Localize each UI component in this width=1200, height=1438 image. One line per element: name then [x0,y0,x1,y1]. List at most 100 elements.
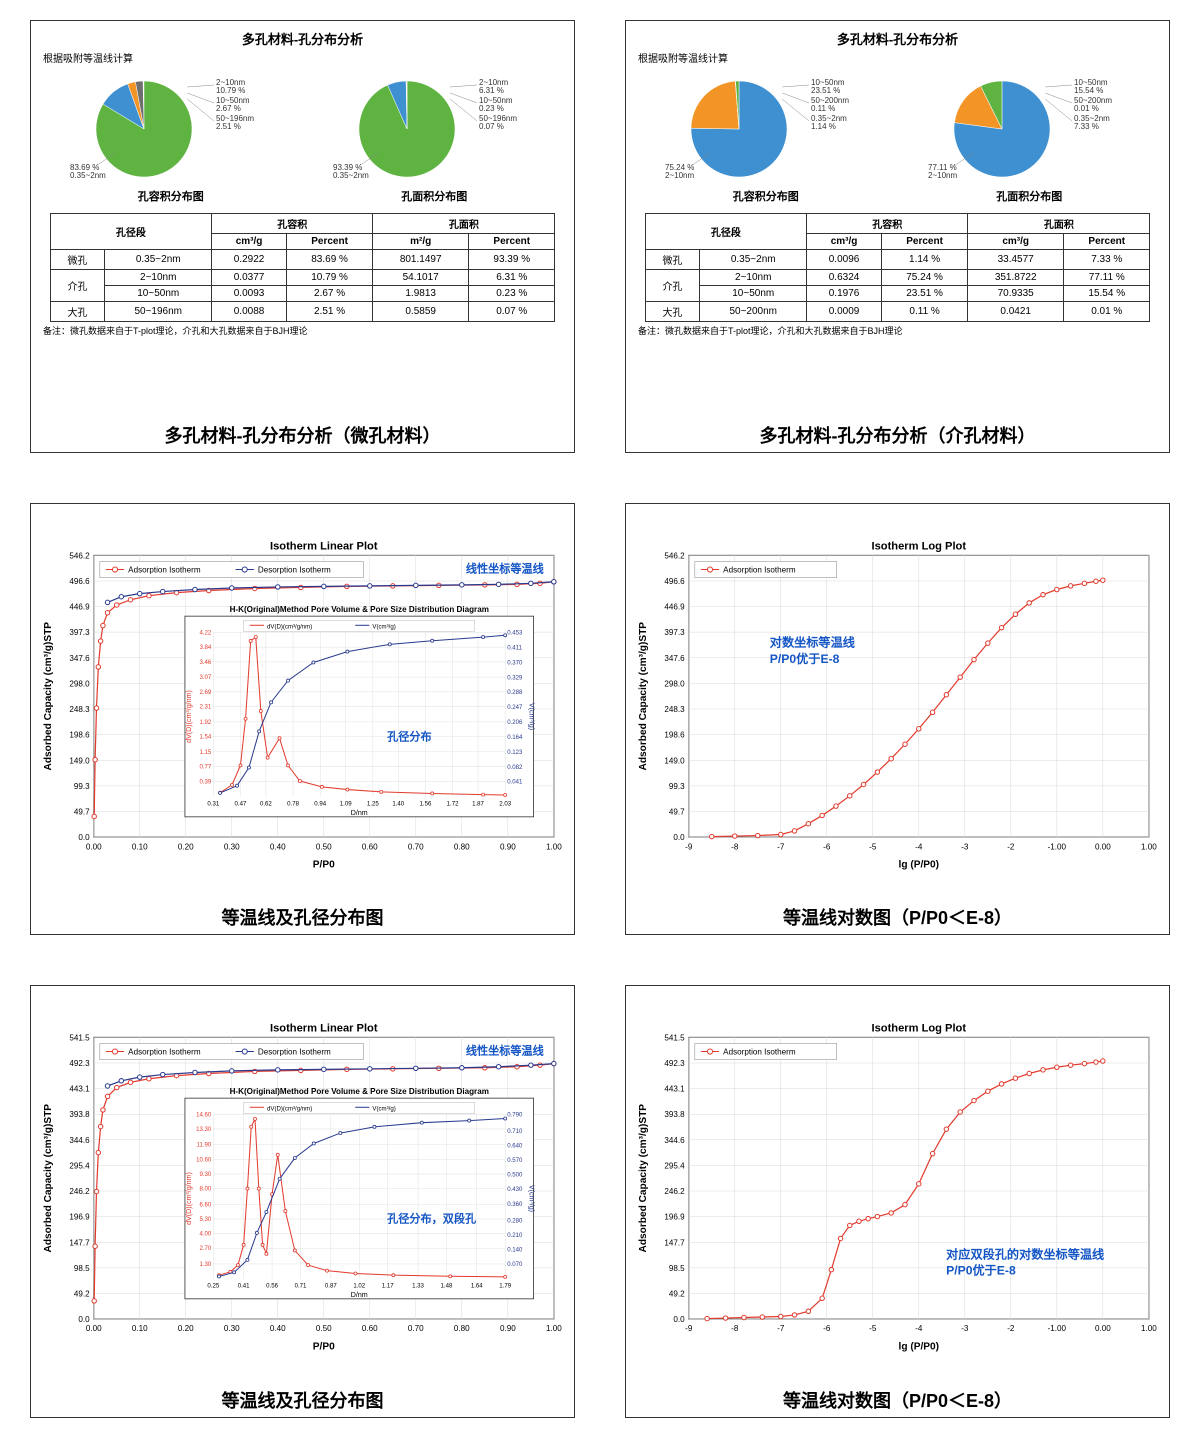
svg-text:0.62: 0.62 [260,800,272,807]
panel-pore-meso: 多孔材料-孔分布分析 根据吸附等温线计算 2~10nm75.24 %10~50n… [625,20,1170,453]
svg-text:496.6: 496.6 [69,577,90,586]
svg-text:-1.00: -1.00 [1048,1325,1067,1334]
svg-text:0.07 %: 0.07 % [479,122,504,131]
svg-text:0.10: 0.10 [132,1325,148,1334]
svg-text:347.6: 347.6 [664,653,685,662]
panel-pore-micro: 多孔材料-孔分布分析 根据吸附等温线计算 0.35~2nm83.69 %2~10… [30,20,575,453]
svg-text:0.71: 0.71 [295,1283,307,1290]
svg-text:246.2: 246.2 [69,1187,90,1196]
caption: 等温线及孔径分布图 [222,904,384,930]
svg-text:1.15: 1.15 [199,749,211,756]
caption: 多孔材料-孔分布分析（介孔材料） [760,422,1036,448]
svg-text:7.33 %: 7.33 % [1074,122,1099,131]
svg-text:0.10: 0.10 [132,842,148,851]
subtitle: 根据吸附等温线计算 [638,50,728,65]
svg-text:2.31: 2.31 [199,703,211,710]
svg-text:Isotherm Log Plot: Isotherm Log Plot [872,1023,967,1035]
svg-text:线性坐标等温线: 线性坐标等温线 [466,1044,544,1058]
svg-text:10.79 %: 10.79 % [216,86,245,95]
svg-text:0.288: 0.288 [507,689,523,696]
svg-text:0.430: 0.430 [507,1187,523,1194]
svg-text:393.8: 393.8 [664,1111,685,1120]
svg-text:0.39: 0.39 [199,778,211,785]
svg-text:393.8: 393.8 [69,1111,90,1120]
svg-text:397.3: 397.3 [69,628,90,637]
svg-text:347.6: 347.6 [69,653,90,662]
svg-text:1.54: 1.54 [199,733,211,740]
svg-text:298.0: 298.0 [664,679,685,688]
svg-text:Desorption Isotherm: Desorption Isotherm [258,565,331,574]
svg-text:1.40: 1.40 [392,800,404,807]
subtitle: 根据吸附等温线计算 [43,50,133,65]
svg-text:-4: -4 [915,1325,923,1334]
svg-text:0.123: 0.123 [507,749,523,756]
svg-text:Adsorption Isotherm: Adsorption Isotherm [723,1048,796,1057]
svg-text:496.6: 496.6 [664,577,685,586]
title: 多孔材料-孔分布分析 [242,29,363,48]
svg-text:443.1: 443.1 [69,1085,90,1094]
caption: 多孔材料-孔分布分析（微孔材料） [165,422,441,448]
svg-text:1.79: 1.79 [499,1283,511,1290]
svg-text:Isotherm Linear Plot: Isotherm Linear Plot [270,540,378,552]
svg-text:0.35~2nm: 0.35~2nm [333,171,369,180]
svg-text:lg (P/P0): lg (P/P0) [899,1342,940,1353]
svg-text:0.35~2nm: 0.35~2nm [70,171,106,180]
svg-text:dV(D)(cm³/g/nm): dV(D)(cm³/g/nm) [267,1106,312,1113]
svg-text:1.00: 1.00 [1141,842,1157,851]
svg-text:1.48: 1.48 [441,1283,453,1290]
svg-text:-3: -3 [961,1325,969,1334]
svg-text:0.041: 0.041 [507,778,523,785]
svg-text:0.23 %: 0.23 % [479,104,504,113]
svg-text:-3: -3 [961,842,969,851]
svg-text:198.6: 198.6 [664,730,685,739]
isotherm-log-chart: 0.049.799.3149.0198.6248.3298.0347.6397.… [634,512,1161,897]
svg-text:对应双段孔的对数坐标等温线: 对应双段孔的对数坐标等温线 [946,1247,1104,1262]
footnote: 备注：微孔数据来自于T-plot理论，介孔和大孔数据来自于BJH理论 [638,324,903,337]
svg-text:446.9: 446.9 [69,602,90,611]
svg-text:6.31 %: 6.31 % [479,86,504,95]
panel-isotherm-log-2: 0.049.298.5147.7196.9246.2295.4344.6393.… [625,985,1170,1418]
svg-text:541.5: 541.5 [69,1034,90,1043]
caption: 等温线对数图（P/P0＜E-8） [783,904,1012,930]
svg-text:75.24 %: 75.24 % [665,163,694,172]
svg-text:0.41: 0.41 [238,1283,250,1290]
svg-text:dV(D)(cm³/g/nm): dV(D)(cm³/g/nm) [185,690,193,743]
svg-text:Adsorption Isotherm: Adsorption Isotherm [723,565,796,574]
svg-text:14.60: 14.60 [196,1112,212,1119]
svg-text:149.0: 149.0 [69,756,90,765]
svg-text:541.5: 541.5 [664,1034,685,1043]
svg-text:0.60: 0.60 [362,1325,378,1334]
svg-text:1.09: 1.09 [340,800,352,807]
svg-text:1.00: 1.00 [1141,1325,1157,1334]
svg-text:0.00: 0.00 [86,1325,102,1334]
svg-text:246.2: 246.2 [664,1187,685,1196]
svg-text:0.90: 0.90 [500,1325,516,1334]
svg-text:1.00: 1.00 [546,1325,562,1334]
svg-text:0.70: 0.70 [408,842,424,851]
isotherm-linear-chart: 0.049.799.3149.0198.6248.3298.0347.6397.… [39,512,566,897]
svg-text:-5: -5 [869,1325,877,1334]
svg-text:6.60: 6.60 [199,1202,211,1209]
svg-text:3.84: 3.84 [199,644,211,651]
svg-text:0.90: 0.90 [500,842,516,851]
svg-text:2.70: 2.70 [199,1246,211,1253]
pie-row: 2~10nm75.24 %10~50nm23.51 %50~200nm0.11 … [634,69,1161,209]
svg-text:248.3: 248.3 [69,705,90,714]
svg-text:0.640: 0.640 [507,1143,523,1150]
svg-text:0.30: 0.30 [224,842,240,851]
svg-text:孔径分布，双段孔: 孔径分布，双段孔 [387,1212,477,1226]
svg-text:Adsorption Isotherm: Adsorption Isotherm [128,565,201,574]
svg-text:Adsorbed Capacity (cm³/g)STP: Adsorbed Capacity (cm³/g)STP [43,621,54,770]
svg-text:-8: -8 [731,842,739,851]
svg-text:0.56: 0.56 [266,1283,278,1290]
svg-text:1.56: 1.56 [420,800,432,807]
svg-text:P/P0: P/P0 [313,859,335,870]
svg-text:344.6: 344.6 [664,1136,685,1145]
pie-volume: 0.35~2nm83.69 %2~10nm10.79 %10~50nm2.67 … [66,74,276,184]
svg-text:1.72: 1.72 [447,800,459,807]
svg-text:1.17: 1.17 [382,1283,394,1290]
svg-text:0.01 %: 0.01 % [1074,104,1099,113]
svg-text:P/P0: P/P0 [313,1342,335,1353]
svg-text:49.7: 49.7 [669,807,685,816]
svg-text:Isotherm Linear Plot: Isotherm Linear Plot [270,1023,378,1035]
